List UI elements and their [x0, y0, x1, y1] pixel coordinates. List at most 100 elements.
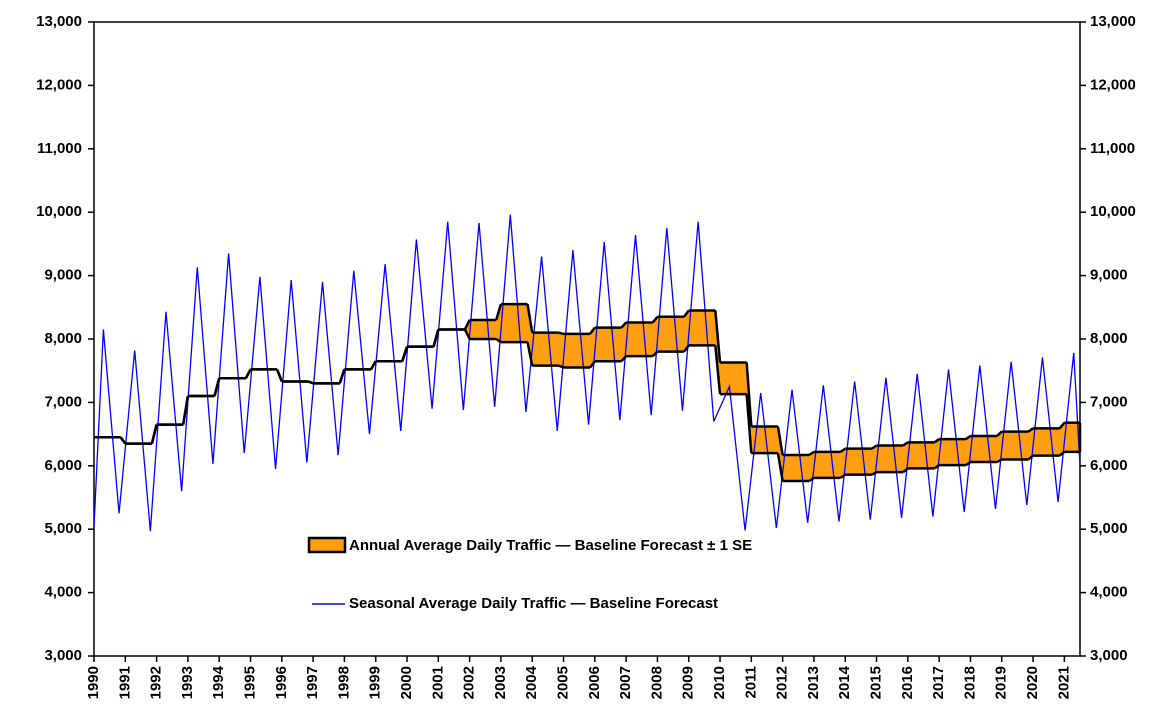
band-segment: [813, 451, 841, 479]
band-edge-ramp: [933, 438, 940, 444]
x-tick-label: 1996: [273, 666, 290, 699]
band-edge-ramp: [902, 441, 909, 447]
band-edge-ramp: [213, 377, 221, 397]
band-edge-ramp: [745, 394, 753, 454]
x-tick-label: 1998: [335, 666, 352, 699]
band-edge-ramp: [307, 380, 314, 385]
x-tick-label: 2009: [680, 666, 697, 699]
band-edge-ramp: [463, 319, 471, 331]
band-edge-ramp: [871, 471, 878, 476]
band-segment: [625, 322, 653, 357]
y-tick-label: 5,000: [44, 520, 82, 537]
band-edge-ramp: [683, 344, 690, 353]
band-edge-ramp: [871, 444, 878, 450]
band-edge-ramp: [714, 310, 722, 363]
x-tick-label: 2014: [836, 665, 853, 699]
x-tick-label: 1990: [85, 666, 102, 699]
band-edge-ramp: [558, 364, 564, 369]
band-segment: [688, 310, 716, 346]
band-edge-ramp: [651, 316, 659, 324]
legend-label: Seasonal Average Daily Traffic — Baselin…: [349, 595, 718, 612]
band-edge-ramp: [463, 328, 471, 340]
band-edge-ramp: [369, 360, 377, 371]
legend-band-swatch: [307, 536, 347, 554]
y-tick-label: 8,000: [44, 330, 82, 347]
band-segment: [719, 362, 747, 395]
x-tick-label: 2019: [993, 666, 1010, 699]
y2-tick-label: 9,000: [1090, 267, 1128, 284]
band-segment: [876, 445, 904, 473]
y2-tick-label: 6,000: [1090, 457, 1128, 474]
legend: Annual Average Daily Traffic — Baseline …: [307, 536, 752, 612]
band-edge-ramp: [181, 395, 190, 425]
x-tick-label: 2010: [711, 666, 728, 699]
band-edge-ramp: [651, 350, 659, 358]
band-segment: [594, 327, 622, 362]
band-edge-ramp: [526, 303, 534, 333]
x-tick-label: 2000: [398, 666, 415, 699]
y2-tick-label: 7,000: [1090, 393, 1128, 410]
y2-tick-label: 12,000: [1090, 76, 1136, 93]
band-segment: [500, 303, 528, 343]
x-tick-label: 2018: [961, 666, 978, 699]
band-edge-ramp: [714, 345, 722, 395]
y2-tick-label: 4,000: [1090, 584, 1128, 601]
band-edge-ramp: [839, 473, 846, 479]
x-tick-label: 1991: [116, 666, 133, 699]
y-tick-label: 10,000: [36, 203, 82, 220]
y-tick-label: 11,000: [37, 140, 82, 157]
seasonal-line: [93, 214, 1081, 532]
band-edge-ramp: [401, 346, 409, 362]
band-edge-ramp: [432, 329, 440, 347]
band-edge-ramp: [965, 460, 972, 467]
band-segment: [844, 448, 873, 475]
band-segment: [1001, 431, 1029, 460]
band-segment: [970, 435, 998, 463]
x-tick-label: 2002: [461, 666, 478, 699]
x-tick-label: 2011: [742, 666, 759, 699]
band-edge-ramp: [1058, 450, 1066, 457]
band-segment: [531, 332, 560, 366]
y2-tick-label: 8,000: [1090, 330, 1128, 347]
band-edge-ramp: [150, 424, 158, 444]
x-tick-label: 2013: [805, 666, 822, 699]
band-edge-ramp: [526, 341, 534, 366]
band-edge-ramp: [1027, 454, 1034, 461]
x-tick-label: 1995: [241, 666, 258, 699]
x-tick-label: 1999: [367, 666, 384, 699]
band-edge-ramp: [902, 467, 909, 474]
x-tick-label: 2016: [899, 666, 916, 699]
band-edge-ramp: [808, 450, 815, 457]
band-edge-ramp: [620, 355, 628, 363]
y-tick-label: 6,000: [44, 457, 82, 474]
y2-tick-label: 3,000: [1090, 647, 1128, 664]
band-edge-ramp: [495, 303, 503, 321]
band-segment: [938, 438, 966, 466]
band-edge-ramp: [776, 452, 784, 482]
y2-tick-label: 11,000: [1090, 140, 1135, 157]
band-edge-ramp: [495, 337, 502, 344]
band-segment: [907, 442, 935, 469]
y-tick-label: 13,000: [36, 13, 82, 30]
y2-tick-label: 5,000: [1090, 520, 1128, 537]
band-edge-ramp: [808, 476, 815, 483]
x-tick-label: 2015: [868, 666, 885, 699]
y-tick-label: 3,000: [44, 647, 82, 664]
band-edge-ramp: [338, 369, 346, 384]
y-tick-label: 7,000: [44, 393, 82, 410]
y-tick-label: 4,000: [44, 584, 82, 601]
x-tick-label: 2017: [930, 666, 947, 699]
band-edge-ramp: [683, 309, 690, 318]
band-edge-ramp: [119, 436, 127, 445]
band-segment: [657, 316, 685, 352]
band-edge-ramp: [1058, 421, 1066, 430]
band-segment: [1032, 428, 1060, 456]
x-tick-label: 2001: [429, 666, 446, 699]
x-tick-label: 2003: [492, 666, 509, 699]
band-edge-ramp: [244, 368, 252, 379]
x-tick-label: 2004: [523, 665, 540, 699]
y2-tick-label: 10,000: [1090, 203, 1136, 220]
x-tick-label: 2021: [1055, 666, 1072, 699]
x-tick-label: 1993: [179, 666, 196, 699]
band-edge-ramp: [1027, 427, 1034, 433]
